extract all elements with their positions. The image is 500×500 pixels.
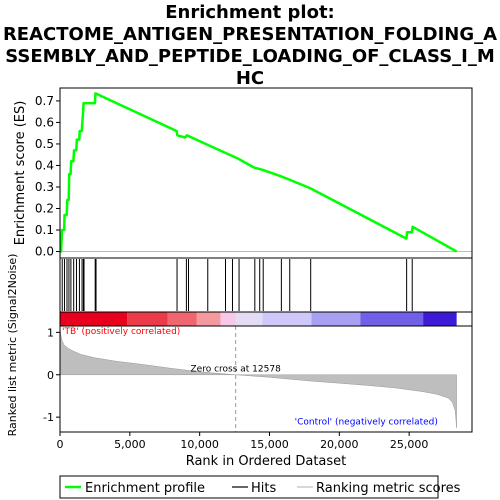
es-ytick-label: 0.0	[35, 245, 54, 259]
heatmap-strip	[59, 311, 473, 327]
es-plot-area	[60, 88, 472, 258]
legend-label-hits: Hits	[251, 481, 276, 496]
heatmap-segment	[423, 312, 457, 326]
xtick-label: 0	[57, 438, 64, 451]
title-line-2: REACTOME_ANTIGEN_PRESENTATION_FOLDING_A	[2, 24, 498, 45]
metric-ylabel: Ranked list metric (Signal2Noise)	[6, 254, 19, 437]
metric-frame	[59, 325, 473, 433]
heatmap-segment	[311, 312, 361, 326]
metric-area	[59, 328, 457, 428]
es-series-line	[59, 92, 458, 253]
metric-ytick-label: -1	[43, 411, 54, 424]
heatmap-segment	[235, 312, 263, 326]
metric-panel: Zero cross at 12578 'TB' (positively corr…	[59, 326, 472, 432]
metric-ytick-label: 1	[47, 326, 54, 339]
heatmap-segment	[196, 312, 221, 326]
chart-title: Enrichment plot: REACTOME_ANTIGEN_PRESEN…	[0, 2, 500, 90]
heatmap-segment	[262, 312, 312, 326]
title-line-3: SSEMBLY_AND_PEPTIDE_LOADING_OF_CLASS_I_M	[5, 46, 495, 67]
es-panel	[59, 88, 472, 258]
xtick-label: 15,000	[250, 438, 289, 451]
xtick-label: 10,000	[180, 438, 219, 451]
legend-box	[59, 475, 439, 499]
es-ytick-label: 0.7	[35, 94, 54, 108]
zero-cross-label: Zero cross at 12578	[191, 364, 282, 374]
xlabel: Rank in Ordered Dataset	[186, 454, 347, 469]
es-ytick-label: 0.1	[35, 223, 54, 237]
es-ytick-label: 0.3	[35, 180, 54, 194]
xtick-label: 20,000	[320, 438, 359, 451]
metric-ytick-label: 0	[47, 369, 54, 382]
negative-label: 'Control' (negatively correlated)	[295, 417, 438, 427]
heatmap-segment	[127, 312, 168, 326]
xtick-label: 25,000	[390, 438, 429, 451]
es-ylabel: Enrichment score (ES)	[13, 101, 28, 246]
legend-label-profile: Enrichment profile	[85, 481, 205, 496]
hits-panel	[59, 257, 473, 313]
title-line-1: Enrichment plot:	[165, 2, 335, 23]
es-ytick-label: 0.2	[35, 202, 54, 216]
positive-label: 'TB' (positively correlated)	[62, 327, 180, 337]
heatmap-segment	[360, 312, 424, 326]
es-frame	[59, 87, 473, 259]
heatmap-segment	[167, 312, 197, 326]
heatmap-segment	[220, 312, 236, 326]
title-line-4: HC	[235, 68, 265, 89]
es-ytick-label: 0.6	[35, 115, 54, 129]
axes: 0.0 0.1 0.2 0.3 0.4 0.5 0.6 0.7 Enrichment score…	[6, 87, 473, 469]
hits-frame	[59, 257, 473, 313]
legend-label-metric: Ranking metric scores	[316, 481, 461, 496]
heatmap-segment	[60, 312, 128, 326]
es-ytick-label: 0.4	[35, 158, 54, 172]
es-ytick-label: 0.5	[35, 137, 54, 151]
xtick-label: 5,000	[114, 438, 146, 451]
legend: Enrichment profile Hits Ranking metric sco…	[59, 475, 461, 499]
